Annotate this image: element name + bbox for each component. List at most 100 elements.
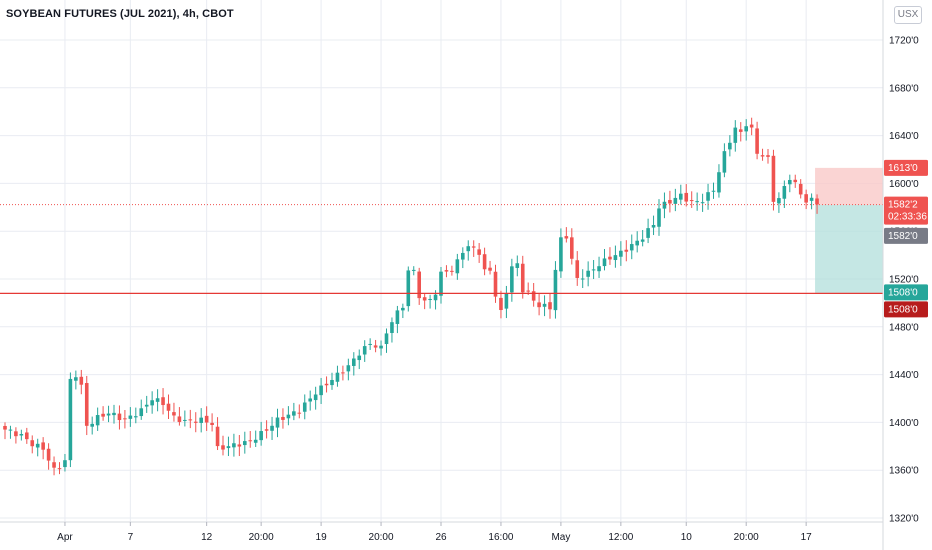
candle-body [411, 269, 416, 271]
candle-body [253, 439, 258, 443]
candle-body [744, 126, 748, 132]
candle-body [30, 440, 35, 447]
price-axis[interactable]: 1720'01680'01640'01600'01560'01520'01480… [882, 0, 919, 550]
candle-body [199, 417, 203, 423]
candle-body [128, 415, 133, 419]
candle-body [542, 303, 547, 307]
candle-body [302, 402, 307, 412]
candle-body [809, 197, 814, 201]
candle-body [297, 412, 302, 414]
candle-body [640, 239, 645, 242]
support-price-tag-label: 1508'0 [888, 304, 918, 315]
candle-body [237, 444, 242, 447]
candle-body [79, 376, 84, 385]
candle-body [319, 385, 323, 396]
candle-body [226, 446, 231, 449]
candle-body [357, 355, 362, 361]
candle-body [275, 417, 280, 428]
candle-body [406, 270, 411, 307]
candle-body [144, 404, 149, 407]
last-price-tag-label: 02:33:36 [888, 212, 927, 223]
candle-body [689, 200, 694, 202]
candle-body [553, 269, 558, 311]
support-price-tag [884, 301, 928, 318]
candle-body [243, 441, 247, 446]
candle-body [390, 322, 394, 333]
candle-body [482, 254, 487, 270]
candle-body [25, 432, 29, 440]
candle-body [384, 333, 389, 345]
candle-body [608, 256, 612, 260]
candle-body [259, 431, 263, 441]
entry-price-tag [884, 227, 928, 244]
candle-body [526, 290, 530, 292]
candle-body [401, 307, 405, 311]
candle-body [117, 413, 122, 421]
candle-body [722, 151, 727, 173]
candle-body [777, 198, 781, 204]
candle-body [68, 378, 73, 461]
candle-body [504, 293, 509, 309]
candle-body [733, 127, 738, 143]
candle-body [488, 267, 492, 271]
candle-body [624, 249, 629, 252]
candle-body [46, 448, 51, 461]
candle-body [466, 246, 471, 252]
candle-body [112, 412, 116, 416]
candle-body [815, 198, 819, 205]
candle-body [330, 379, 334, 386]
candle-body [695, 201, 699, 203]
candle-body [657, 208, 661, 227]
candle-body [668, 199, 672, 204]
candle-body [8, 429, 13, 431]
target-price-tag [884, 284, 928, 301]
price-tick-label: 1360'0 [889, 466, 919, 477]
candle-body [684, 192, 689, 202]
candle-body [292, 411, 296, 416]
candle-body [286, 414, 291, 419]
time-tick-label: 12:00 [608, 532, 633, 543]
candle-body [57, 468, 62, 470]
candle-body [771, 155, 776, 202]
entry-price-tag-label: 1582'0 [888, 231, 918, 242]
candle-body [510, 266, 514, 293]
candle-body [177, 416, 182, 422]
price-tick-label: 1320'0 [889, 514, 919, 525]
candle-body [499, 297, 503, 311]
time-tick-label: May [551, 532, 570, 543]
time-tick-label: 26 [435, 532, 447, 543]
candle-body [575, 260, 580, 278]
target-price-tag-label: 1508'0 [888, 287, 918, 298]
candle-body [74, 377, 78, 381]
candle-body [646, 228, 650, 238]
candle-body [308, 398, 312, 402]
candle-body [341, 372, 345, 374]
candle-body [477, 249, 481, 255]
candle-body [728, 142, 732, 150]
time-tick-label: 20:00 [734, 532, 759, 543]
candle-body [14, 431, 18, 437]
candle-body [3, 425, 7, 430]
candle-body [346, 365, 351, 372]
candle-body [313, 394, 318, 401]
candle-body [570, 237, 574, 259]
candle-body [782, 186, 787, 199]
currency-button[interactable]: USX [894, 6, 922, 24]
time-axis[interactable]: Apr 7 12 20:00 19 20:00 26 16:00 May 12:00 10 20:00… [0, 521, 883, 543]
candle-body [134, 416, 138, 418]
time-tick-label: 12 [201, 532, 213, 543]
price-tick-label: 1440'0 [889, 370, 919, 381]
candle-body [580, 278, 585, 280]
level-lines [0, 204, 883, 294]
candle-body [270, 425, 274, 431]
candle-body [749, 124, 754, 128]
candle-body [106, 413, 111, 416]
time-tick-label: 16:00 [488, 532, 513, 543]
candle-body [395, 310, 400, 324]
candle-body [793, 179, 798, 183]
price-tick-label: 1480'0 [889, 322, 919, 333]
candle-body [673, 197, 678, 204]
target-zone [815, 204, 883, 294]
candle-body [379, 345, 383, 349]
candle-body [548, 302, 552, 310]
